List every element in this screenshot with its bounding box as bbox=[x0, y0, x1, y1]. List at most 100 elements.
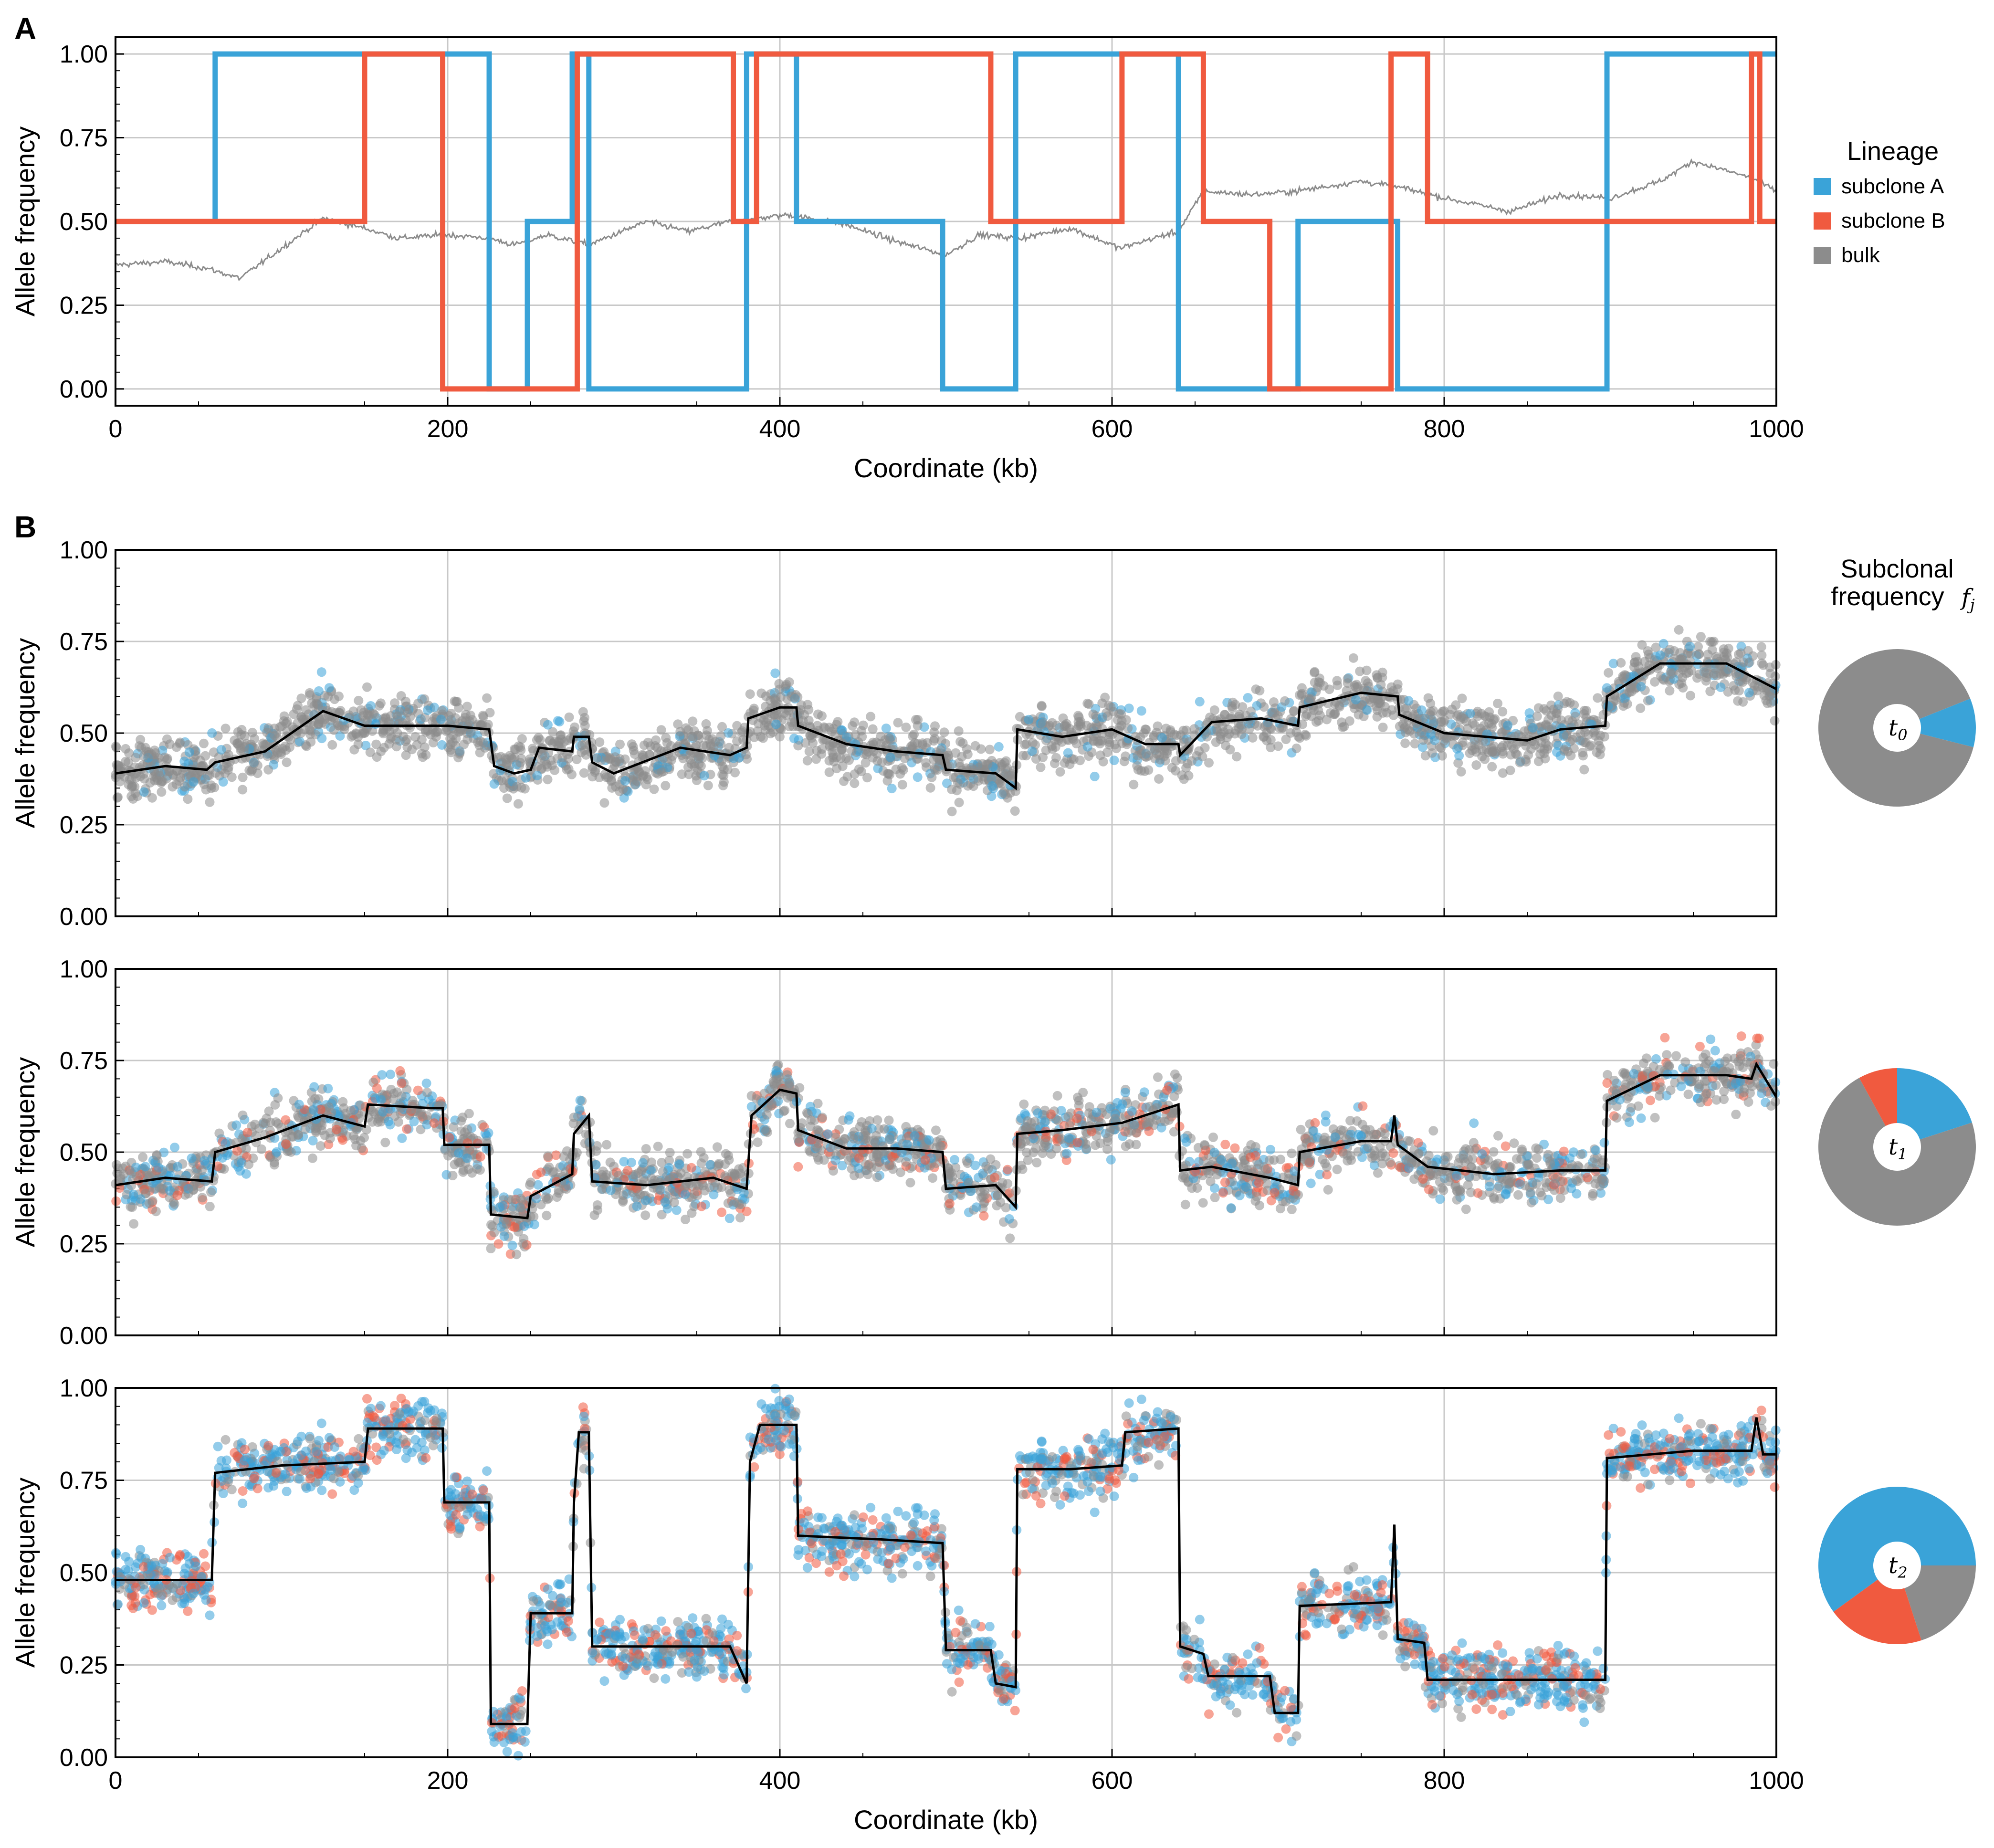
scatter-point bbox=[1333, 680, 1343, 690]
scatter-point bbox=[422, 1088, 432, 1097]
scatter-point bbox=[1665, 645, 1675, 654]
scatter-point bbox=[168, 769, 178, 779]
scatter-point bbox=[170, 1143, 179, 1153]
scatter-point bbox=[1641, 1053, 1651, 1063]
scatter-point bbox=[562, 765, 572, 775]
scatter-point bbox=[661, 781, 671, 791]
scatter-point bbox=[789, 693, 799, 703]
scatter-point bbox=[1028, 738, 1038, 748]
scatter-point bbox=[1509, 1138, 1519, 1148]
scatter-point bbox=[394, 706, 404, 716]
scatter-point bbox=[371, 739, 381, 749]
scatter-point bbox=[1541, 720, 1551, 730]
scatter-point bbox=[1616, 658, 1626, 668]
scatter-point bbox=[1363, 1142, 1373, 1152]
scatter-point bbox=[1061, 719, 1071, 729]
scatter-point bbox=[564, 754, 573, 764]
scatter-point bbox=[395, 1066, 405, 1076]
scatter-point bbox=[1736, 1048, 1746, 1058]
scatter-point bbox=[526, 1177, 536, 1187]
scatter-point bbox=[507, 1240, 517, 1250]
scatter-point bbox=[1636, 703, 1646, 713]
scatter-point bbox=[825, 742, 835, 752]
scatter-point bbox=[1440, 715, 1450, 725]
scatter-point bbox=[1693, 641, 1703, 651]
scatter-point bbox=[643, 737, 653, 747]
scatter-point bbox=[1180, 1199, 1190, 1209]
scatter-point bbox=[329, 725, 339, 735]
scatter-point bbox=[391, 735, 401, 745]
scatter-point bbox=[1310, 1118, 1320, 1128]
scatter-point bbox=[1015, 712, 1025, 722]
scatter-point bbox=[437, 740, 447, 750]
scatter-point bbox=[543, 1151, 553, 1161]
y-tick-label: 0.75 bbox=[60, 125, 108, 152]
scatter-point bbox=[1453, 758, 1463, 768]
scatter-point bbox=[451, 734, 461, 744]
scatter-point bbox=[307, 1153, 317, 1163]
scatter-point bbox=[884, 1115, 894, 1125]
scatter-point bbox=[589, 1210, 599, 1220]
scatter-point bbox=[231, 1120, 241, 1130]
scatter-point bbox=[485, 708, 495, 718]
scatter-point bbox=[699, 1153, 709, 1163]
scatter-point bbox=[658, 1166, 668, 1176]
scatter-point bbox=[138, 1152, 148, 1162]
scatter-point bbox=[1084, 751, 1094, 761]
scatter-point bbox=[1004, 1214, 1014, 1224]
scatter-point bbox=[599, 1179, 609, 1189]
scatter-point bbox=[1738, 677, 1748, 687]
scatter-point bbox=[1343, 674, 1353, 684]
y-axis-label: Allele frequency bbox=[10, 1057, 40, 1247]
scatter-point bbox=[1428, 706, 1438, 716]
scatter-point bbox=[368, 708, 378, 718]
scatter-point bbox=[1228, 697, 1238, 707]
y-tick-label: 0.75 bbox=[60, 1047, 108, 1075]
scatter-point bbox=[1487, 747, 1497, 757]
scatter-point bbox=[280, 741, 290, 751]
scatter-point bbox=[1373, 1168, 1383, 1178]
scatter-point bbox=[1581, 738, 1591, 747]
scatter-point bbox=[872, 1115, 882, 1125]
scatter-point bbox=[771, 1066, 781, 1076]
scatter-point bbox=[1060, 758, 1070, 768]
y-tick-label: 0.50 bbox=[60, 208, 108, 236]
scatter-point bbox=[897, 780, 907, 790]
scatter-point bbox=[682, 1149, 693, 1159]
scatter-point bbox=[1255, 686, 1265, 696]
scatter-point bbox=[898, 765, 908, 775]
scatter-point bbox=[1562, 730, 1572, 740]
y-tick-label: 0.25 bbox=[60, 811, 108, 839]
scatter-point bbox=[716, 731, 726, 741]
scatter-point bbox=[881, 724, 891, 733]
scatter-point bbox=[887, 784, 897, 794]
scatter-point bbox=[556, 735, 566, 745]
scatter-point bbox=[1643, 696, 1653, 706]
scatter-point bbox=[1084, 699, 1094, 709]
scatter-point bbox=[1723, 643, 1733, 653]
scatter-point bbox=[1743, 646, 1753, 656]
scatter-point bbox=[317, 734, 327, 744]
scatter-point bbox=[1048, 744, 1058, 754]
scatter-point bbox=[223, 765, 233, 775]
scatter-point bbox=[1559, 699, 1569, 709]
scatter-point bbox=[1144, 751, 1154, 761]
scatter-point bbox=[446, 745, 456, 755]
scatter-point bbox=[1736, 648, 1746, 658]
scatter-point bbox=[1281, 735, 1291, 744]
y-tick-label: 0.25 bbox=[60, 1230, 108, 1258]
scatter-point bbox=[422, 705, 432, 715]
scatter-point bbox=[684, 769, 694, 779]
scatter-point bbox=[467, 715, 477, 725]
scatter-point bbox=[1454, 751, 1464, 761]
scatter-point bbox=[564, 712, 574, 722]
scatter-point bbox=[824, 767, 834, 777]
scatter-point bbox=[448, 1171, 458, 1180]
scatter-point bbox=[401, 750, 411, 760]
scatter-point bbox=[1332, 1165, 1342, 1175]
scatter-point bbox=[1287, 1148, 1297, 1158]
scatter-point bbox=[380, 1137, 390, 1147]
scatter-point bbox=[381, 713, 391, 722]
scatter-point bbox=[1698, 1052, 1708, 1062]
scatter-point bbox=[305, 729, 315, 739]
